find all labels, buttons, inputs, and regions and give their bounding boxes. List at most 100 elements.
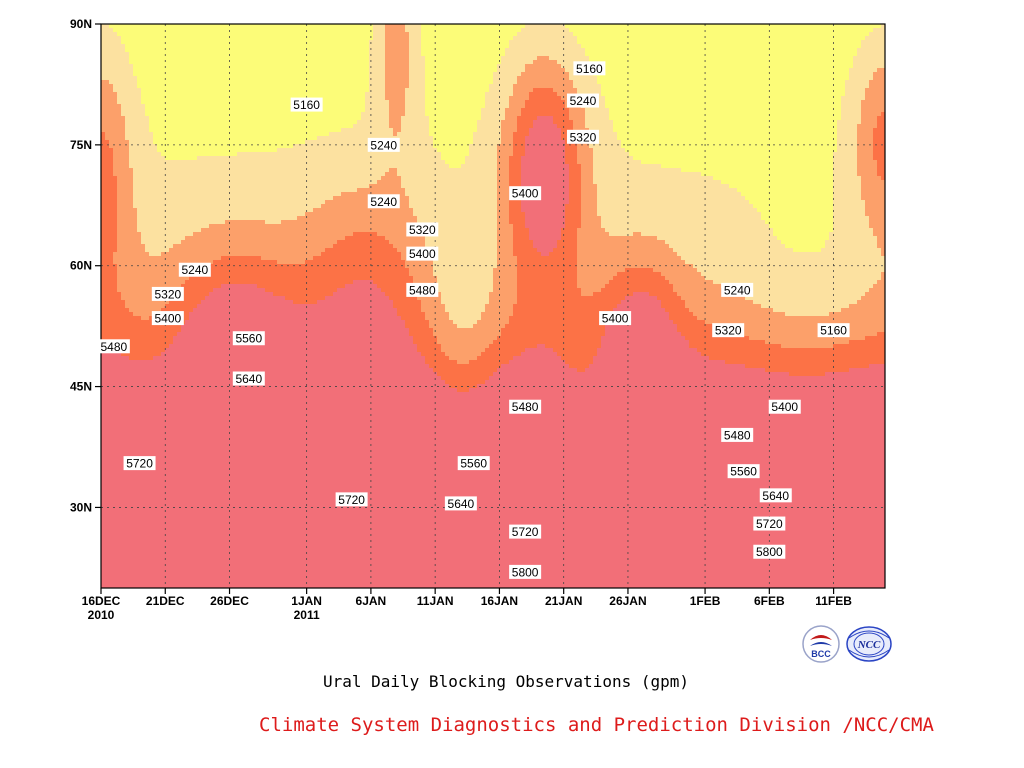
contour-cell xyxy=(233,232,237,236)
contour-cell xyxy=(233,556,237,560)
contour-cell xyxy=(169,160,173,164)
contour-cell xyxy=(109,508,113,512)
contour-cell xyxy=(141,416,145,420)
contour-cell xyxy=(173,56,177,60)
contour-cell xyxy=(221,424,225,428)
contour-cell xyxy=(233,408,237,412)
contour-cell xyxy=(185,64,189,68)
contour-cell xyxy=(125,24,129,28)
contour-cell xyxy=(109,228,113,232)
contour-cell xyxy=(101,564,105,568)
contour-cell xyxy=(145,408,149,412)
contour-cell xyxy=(101,48,105,52)
contour-cell xyxy=(113,508,117,512)
contour-cell xyxy=(173,248,177,252)
contour-cell xyxy=(181,72,185,76)
contour-cell xyxy=(173,48,177,52)
contour-cell xyxy=(193,556,197,560)
contour-cell xyxy=(177,472,181,476)
contour-cell xyxy=(233,192,237,196)
contour-cell xyxy=(121,508,125,512)
contour-cell xyxy=(145,112,149,116)
contour-cell xyxy=(225,488,229,492)
contour-cell xyxy=(137,436,141,440)
contour-cell xyxy=(101,248,105,252)
contour-cell xyxy=(221,412,225,416)
contour-cell xyxy=(129,100,133,104)
contour-cell xyxy=(121,532,125,536)
contour-cell xyxy=(133,296,137,300)
contour-cell xyxy=(161,524,165,528)
contour-cell xyxy=(141,564,145,568)
contour-cell xyxy=(193,364,197,368)
contour-cell xyxy=(133,328,137,332)
contour-cell xyxy=(177,88,181,92)
contour-cell xyxy=(153,180,157,184)
contour-cell xyxy=(117,188,121,192)
contour-cell xyxy=(221,564,225,568)
contour-cell xyxy=(181,24,185,28)
contour-cell xyxy=(241,84,245,88)
contour-cell xyxy=(221,440,225,444)
contour-cell xyxy=(113,428,117,432)
contour-cell xyxy=(193,112,197,116)
contour-cell xyxy=(213,524,217,528)
contour-cell xyxy=(209,536,213,540)
contour-cell xyxy=(121,476,125,480)
contour-cell xyxy=(197,476,201,480)
contour-cell xyxy=(237,196,241,200)
contour-cell xyxy=(137,60,141,64)
contour-cell xyxy=(177,372,181,376)
contour-cell xyxy=(233,208,237,212)
contour-cell xyxy=(213,32,217,36)
contour-cell xyxy=(221,468,225,472)
contour-cell xyxy=(225,136,229,140)
contour-cell xyxy=(113,160,117,164)
contour-cell xyxy=(141,228,145,232)
contour-cell xyxy=(193,180,197,184)
contour-cell xyxy=(133,344,137,348)
contour-cell xyxy=(209,344,213,348)
contour-cell xyxy=(185,284,189,288)
contour-cell xyxy=(157,264,161,268)
contour-cell xyxy=(141,232,145,236)
contour-cell xyxy=(129,212,133,216)
contour-cell xyxy=(189,136,193,140)
contour-cell xyxy=(213,164,217,168)
contour-cell xyxy=(137,76,141,80)
contour-cell xyxy=(197,148,201,152)
contour-cell xyxy=(221,88,225,92)
contour-cell xyxy=(205,60,209,64)
contour-cell xyxy=(217,424,221,428)
contour-cell xyxy=(193,228,197,232)
contour-cell xyxy=(233,280,237,284)
contour-cell xyxy=(225,164,229,168)
contour-cell xyxy=(133,96,137,100)
contour-cell xyxy=(217,332,221,336)
contour-cell xyxy=(189,236,193,240)
contour-cell xyxy=(189,528,193,532)
contour-cell xyxy=(173,76,177,80)
contour-cell xyxy=(201,344,205,348)
contour-cell xyxy=(197,556,201,560)
contour-cell xyxy=(121,372,125,376)
contour-cell xyxy=(201,452,205,456)
contour-cell xyxy=(185,328,189,332)
contour-cell xyxy=(221,108,225,112)
contour-cell xyxy=(121,500,125,504)
contour-cell xyxy=(113,44,117,48)
contour-cell xyxy=(109,548,113,552)
contour-cell xyxy=(141,556,145,560)
contour-cell xyxy=(177,520,181,524)
contour-cell xyxy=(101,80,105,84)
contour-cell xyxy=(177,496,181,500)
contour-cell xyxy=(225,140,229,144)
contour-cell xyxy=(133,272,137,276)
contour-cell xyxy=(237,228,241,232)
contour-cell xyxy=(141,392,145,396)
contour-cell xyxy=(153,172,157,176)
contour-cell xyxy=(189,124,193,128)
contour-cell xyxy=(129,276,133,280)
contour-cell xyxy=(141,176,145,180)
contour-cell xyxy=(145,580,149,584)
